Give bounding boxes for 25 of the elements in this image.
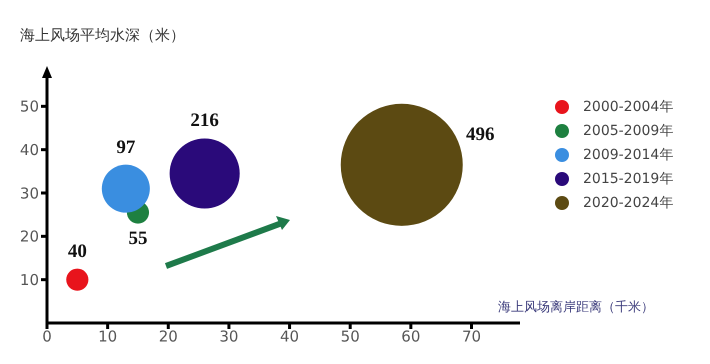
legend-label: 2000-2004年 <box>583 99 674 115</box>
y-tick-label: 20 <box>20 228 39 246</box>
legend-label: 2020-2024年 <box>583 195 674 211</box>
x-tick-label: 40 <box>280 328 300 346</box>
annotation: 97 <box>115 136 136 159</box>
annotation: 216 <box>189 110 220 132</box>
y-tick-label: 30 <box>20 184 39 202</box>
y-tick-label: 10 <box>20 270 39 289</box>
y-tick-label: 40 <box>20 140 39 159</box>
annotation: 海上风场离岸距离（千米） <box>498 299 654 316</box>
legend-label: 2009-2014年 <box>583 147 674 163</box>
annotation: 496 <box>466 124 494 146</box>
x-tick-label: 50 <box>340 328 360 346</box>
x-tick-label: 30 <box>219 328 238 346</box>
annotation: 55 <box>127 228 148 250</box>
y-tick-label: 50 <box>20 98 39 116</box>
x-tick-label: 10 <box>98 328 118 346</box>
annotation: 40 <box>66 240 88 263</box>
x-tick-label: 20 <box>158 328 178 346</box>
x-tick-label: 70 <box>462 328 482 346</box>
legend-label: 2015-2019年 <box>583 171 674 187</box>
x-tick-label: 0 <box>42 328 52 346</box>
y-axis-title: 海上风场平均水深（米） <box>20 26 185 45</box>
x-tick-label: 60 <box>401 328 420 346</box>
legend-label: 2005-2009年 <box>583 123 674 139</box>
